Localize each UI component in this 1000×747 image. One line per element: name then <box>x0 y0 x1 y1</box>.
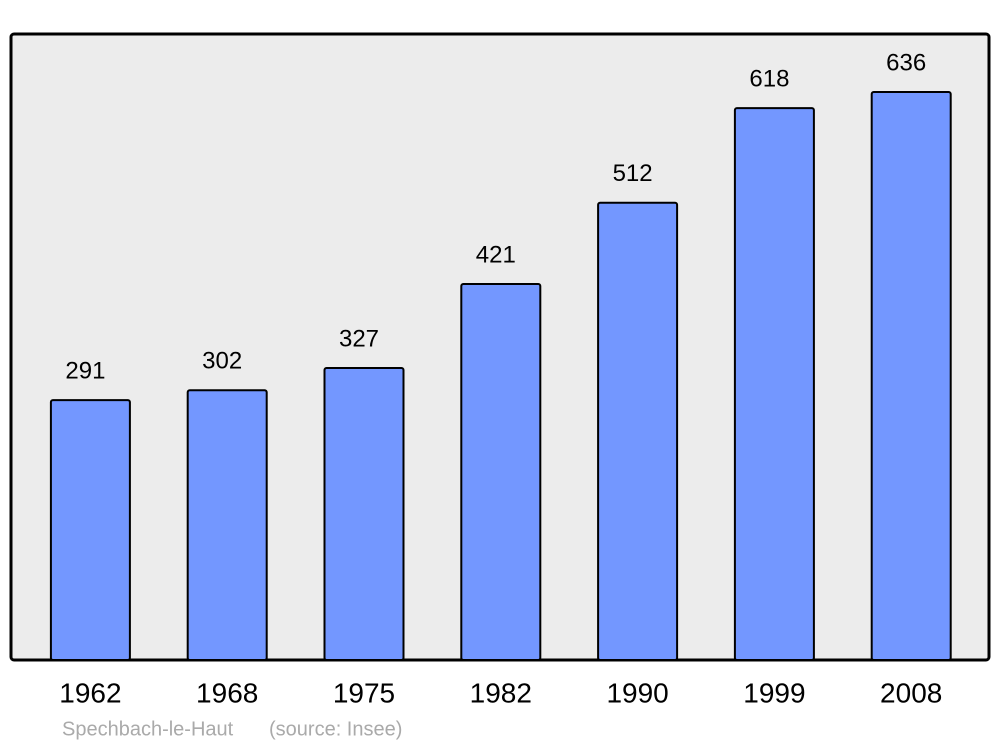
value-label: 302 <box>202 348 242 375</box>
bar <box>186 389 268 661</box>
bar <box>49 399 131 661</box>
value-label: 512 <box>613 160 653 187</box>
value-label: 327 <box>339 325 379 352</box>
value-label: 421 <box>476 241 516 268</box>
bar <box>733 107 815 661</box>
bar <box>323 366 405 661</box>
x-tick-label: 1962 <box>59 677 121 708</box>
x-tick-label: 1999 <box>743 677 805 708</box>
bar <box>460 283 542 661</box>
bar <box>597 201 679 662</box>
x-tick-label: 1990 <box>606 677 668 708</box>
x-tick-label: 1968 <box>196 677 258 708</box>
value-label: 291 <box>65 357 105 384</box>
caption: Spechbach-le-Haut <box>62 718 234 740</box>
x-tick-label: 1982 <box>470 677 532 708</box>
value-label: 636 <box>886 49 926 76</box>
x-tick-label: 2008 <box>880 677 942 708</box>
x-tick-label: 1975 <box>333 677 395 708</box>
source: (source: Insee) <box>269 718 402 740</box>
value-label: 618 <box>749 65 789 92</box>
bar <box>870 91 952 661</box>
